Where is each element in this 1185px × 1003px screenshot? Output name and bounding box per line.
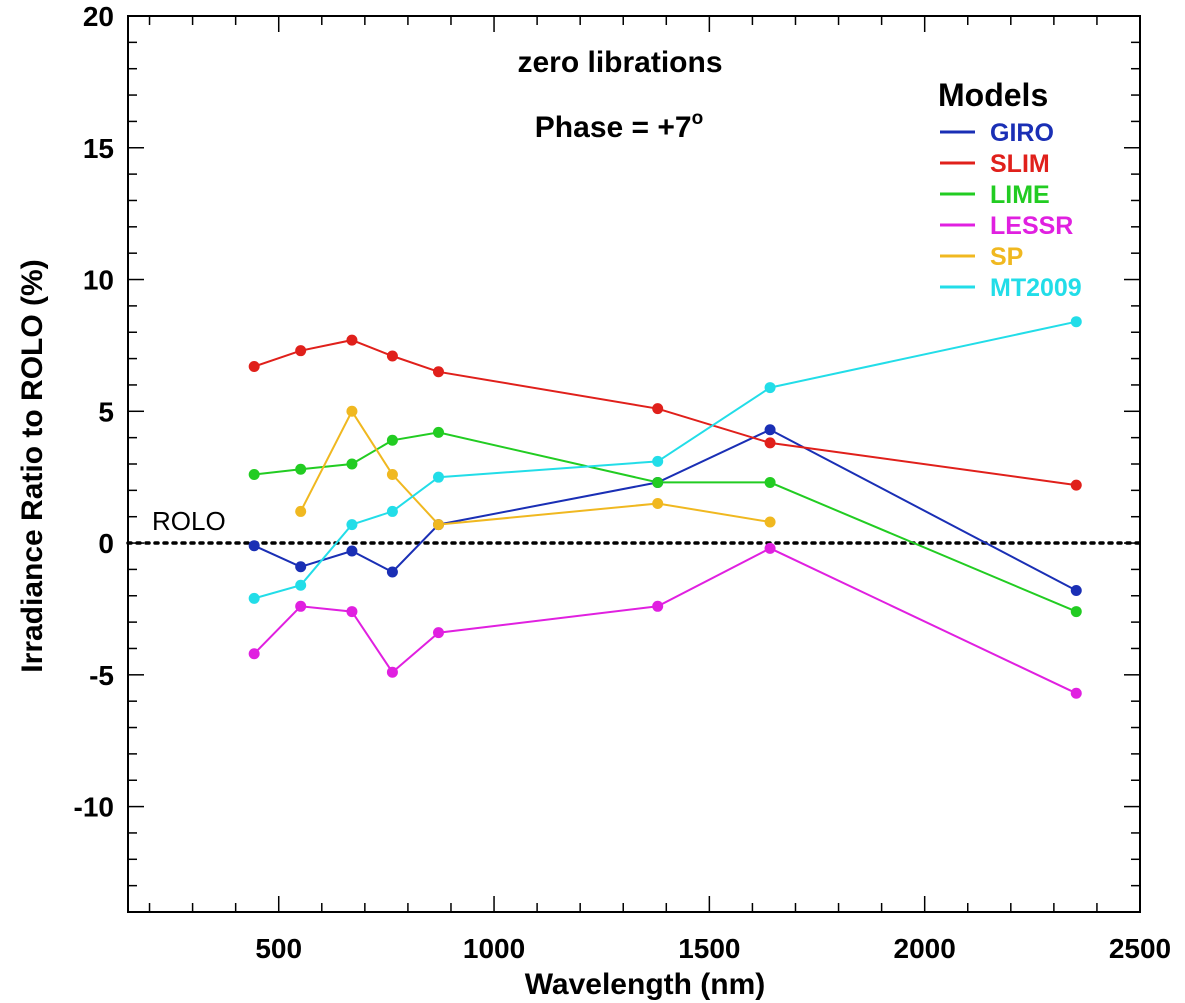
legend-title: Models: [938, 77, 1048, 113]
y-tick-label: 0: [98, 528, 114, 559]
series-line-lessr: [253, 547, 1077, 695]
data-point-slim: [248, 360, 260, 372]
reference-label: ROLO: [152, 506, 226, 536]
y-tick-label: 15: [83, 133, 114, 164]
data-point-mt2009: [248, 592, 260, 604]
tick-labels: 500 1000 1500 2000 2500 -10 -5 0 5 10 15 20: [74, 1, 1172, 964]
series-line-sp: [299, 409, 771, 526]
data-point-lessr: [1070, 687, 1082, 699]
data-point-sp: [346, 405, 358, 417]
data-point-slim: [652, 403, 664, 415]
x-tick-label: 500: [255, 933, 302, 964]
data-point-lime: [295, 463, 307, 475]
data-point-mt2009: [432, 471, 444, 483]
data-point-giro: [386, 566, 398, 578]
data-point-mt2009: [386, 505, 398, 517]
data-point-lessr: [386, 666, 398, 678]
x-axis-label: Wavelength (nm): [525, 968, 766, 1001]
legend-label-lime: LIME: [990, 181, 1050, 209]
data-point-mt2009: [346, 519, 358, 531]
data-point-lime: [248, 469, 260, 481]
series-line-lime: [254, 431, 1077, 613]
y-axis-label: Irradiance Ratio to ROLO (%): [16, 259, 49, 672]
subtitle-superscript: o: [692, 108, 704, 129]
legend-label-mt2009: MT2009: [990, 274, 1082, 302]
data-point-slim: [295, 345, 307, 357]
y-tick-label: 5: [98, 396, 114, 427]
series-line-giro: [253, 428, 1077, 592]
data-point-giro: [248, 540, 260, 552]
data-point-mt2009: [295, 579, 307, 591]
y-tick-label: -5: [89, 660, 114, 691]
data-point-lime: [432, 426, 444, 438]
y-tick-label: 10: [83, 265, 114, 296]
subtitle-text: Phase = +7: [535, 111, 692, 144]
data-point-sp: [764, 516, 776, 528]
data-point-lessr: [248, 648, 260, 660]
data-point-lessr: [432, 627, 444, 639]
legend-label-lessr: LESSR: [990, 212, 1073, 240]
chart-subtitle: Phase = +7o: [535, 108, 703, 144]
x-tick-label: 2500: [1109, 933, 1171, 964]
legend: GIRO SLIM LIME LESSR SP MT2009: [940, 119, 1082, 302]
x-tick-label: 1000: [463, 933, 525, 964]
data-point-sp: [432, 519, 444, 531]
data-point-slim: [432, 366, 444, 378]
data-point-lime: [1070, 606, 1082, 618]
data-point-slim: [764, 437, 776, 449]
data-point-giro: [295, 561, 307, 573]
data-point-lime: [652, 476, 664, 488]
data-point-giro: [1070, 584, 1082, 596]
data-point-slim: [346, 334, 358, 346]
series-line-slim: [253, 339, 1077, 487]
x-tick-label: 1500: [678, 933, 740, 964]
data-point-lessr: [346, 606, 358, 618]
data-point-sp: [295, 505, 307, 517]
data-point-mt2009: [652, 455, 664, 467]
data-point-lime: [346, 458, 358, 470]
series-lines: [253, 320, 1077, 695]
legend-label-slim: SLIM: [990, 150, 1050, 178]
legend-label-giro: GIRO: [990, 119, 1054, 147]
data-point-sp: [386, 469, 398, 481]
data-point-giro: [346, 545, 358, 557]
data-point-giro: [764, 424, 776, 436]
series-points: [248, 316, 1082, 699]
y-tick-label: -10: [74, 792, 114, 823]
axis-ticks: [128, 15, 1141, 913]
chart-title: zero librations: [517, 46, 722, 79]
y-tick-label: 20: [83, 1, 114, 32]
data-point-mt2009: [1070, 316, 1082, 328]
data-point-lime: [386, 434, 398, 446]
series-line-mt2009: [253, 320, 1077, 600]
legend-label-sp: SP: [990, 243, 1023, 271]
data-point-slim: [386, 350, 398, 362]
data-point-lessr: [764, 542, 776, 554]
x-tick-label: 2000: [894, 933, 956, 964]
data-point-lime: [764, 476, 776, 488]
data-point-slim: [1070, 479, 1082, 491]
data-point-sp: [652, 498, 664, 510]
data-point-lessr: [295, 600, 307, 612]
data-point-lessr: [652, 600, 664, 612]
data-point-mt2009: [764, 382, 776, 394]
